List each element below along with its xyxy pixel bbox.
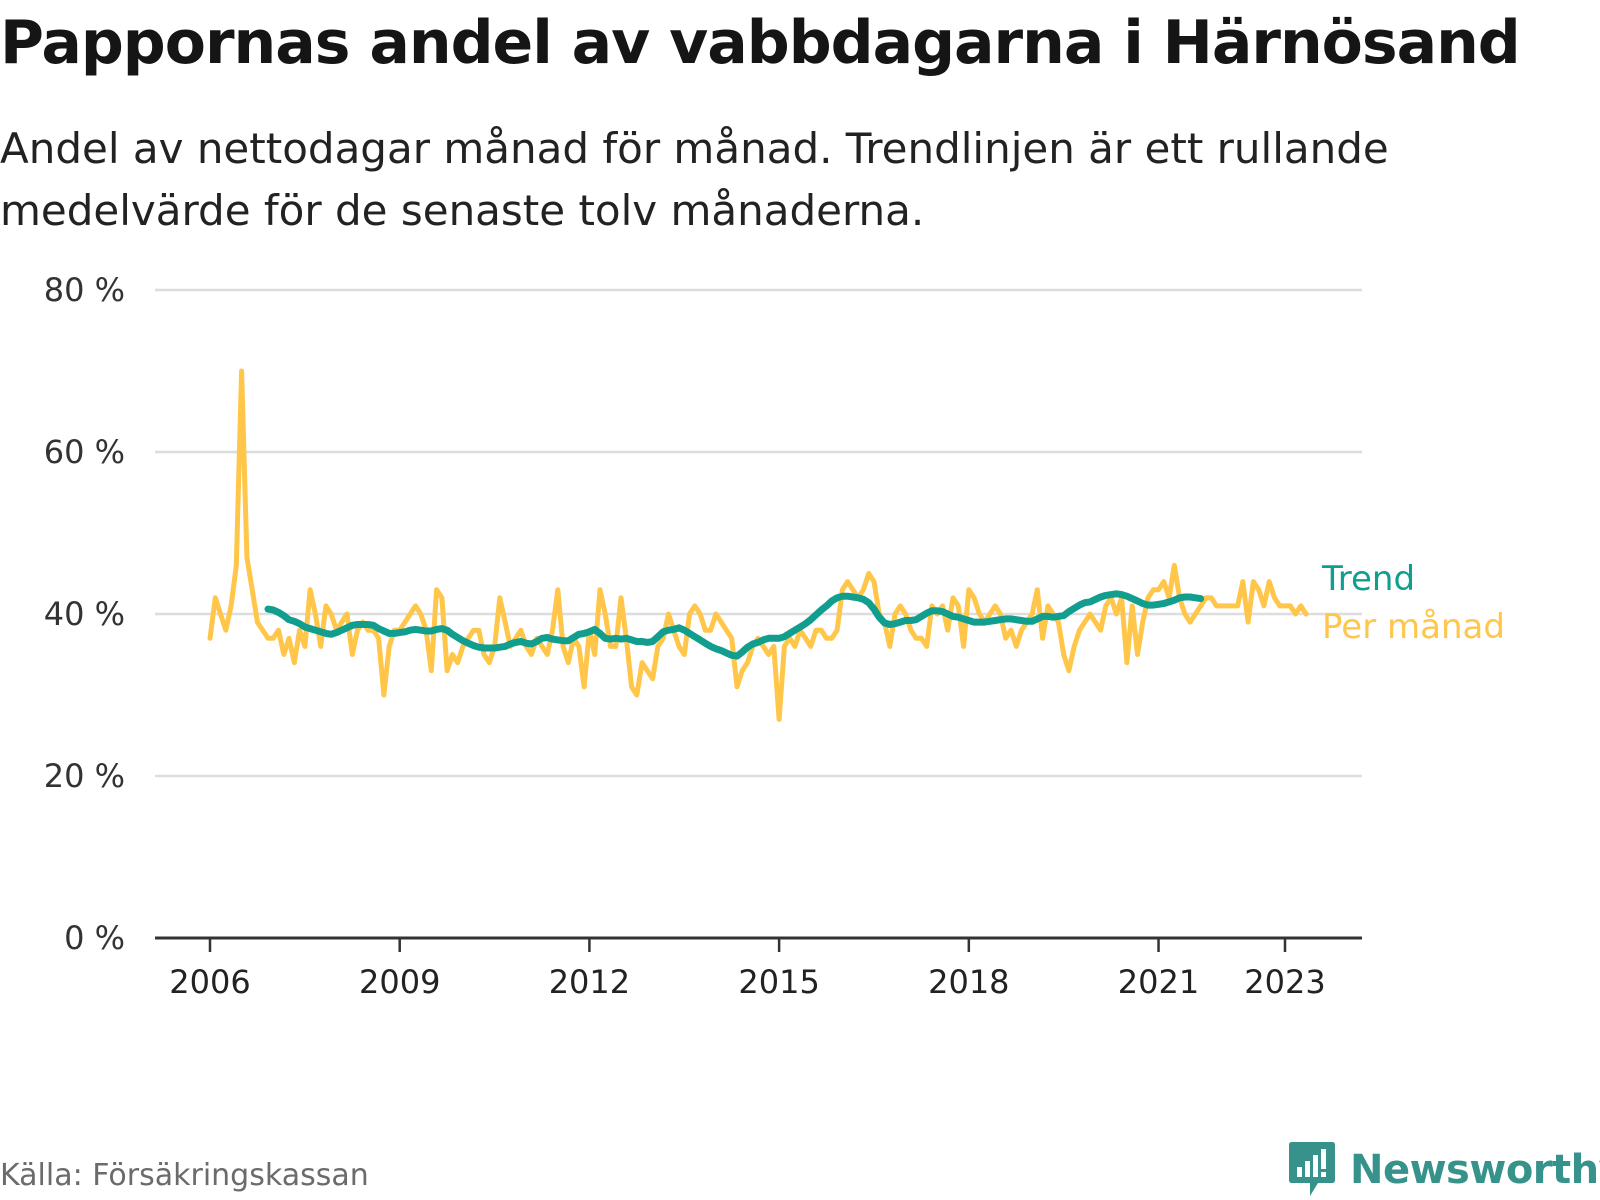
- y-tick-label: 60 %: [44, 433, 125, 471]
- y-tick-label: 0 %: [64, 919, 125, 957]
- x-tick-label: 2018: [928, 963, 1009, 1001]
- brand-name: Newsworthy: [1350, 1147, 1600, 1193]
- series-lines: [207, 368, 1309, 722]
- x-tick-label: 2023: [1244, 963, 1325, 1001]
- series-label-per-manad: Per månad: [1322, 607, 1505, 647]
- series-labels: Per månad Trend: [1321, 559, 1505, 647]
- series-label-trend: Trend: [1321, 559, 1415, 599]
- gridlines: [155, 288, 1362, 778]
- x-tick-label: 2021: [1118, 963, 1199, 1001]
- y-tick-label: 40 %: [44, 595, 125, 633]
- x-axis-ticks: 2006 2009 2012 2015 2018 2021 2023: [155, 936, 1362, 1001]
- y-tick-label: 20 %: [44, 757, 125, 795]
- series-line-trend: [264, 590, 1205, 660]
- x-tick-label: 2006: [169, 963, 250, 1001]
- newsworthy-logo-icon: [1289, 1142, 1335, 1196]
- y-tick-label: 80 %: [44, 271, 125, 309]
- x-tick-label: 2015: [738, 963, 819, 1001]
- x-tick-label: 2012: [549, 963, 630, 1001]
- source-note: Källa: Försäkringskassan: [0, 1158, 369, 1193]
- series-line-per-manad: [207, 368, 1309, 722]
- chart-subtitle: Andel av nettodagar månad för månad. Tre…: [0, 124, 1389, 235]
- y-axis-ticks: 0 % 20 % 40 % 60 % 80 %: [44, 271, 125, 957]
- newsworthy-logo[interactable]: Newsworthy: [1288, 1140, 1600, 1200]
- x-tick-label: 2009: [359, 963, 440, 1001]
- chart-title: Pappornas andel av vabbdagarna i Härnösa…: [0, 8, 1521, 78]
